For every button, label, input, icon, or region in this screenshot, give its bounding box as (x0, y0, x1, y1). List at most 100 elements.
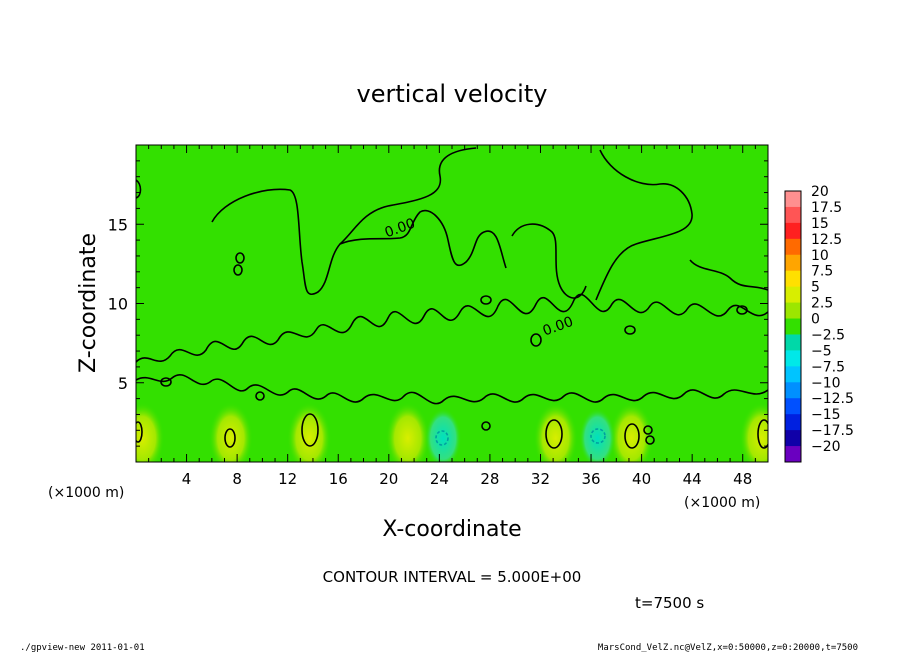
x-tick-label: 32 (531, 470, 550, 488)
x-tick-label: 8 (232, 470, 242, 488)
x-tick-label: 12 (278, 470, 297, 488)
z-unit-note: (×1000 m) (48, 485, 124, 501)
x-tick-label: 24 (430, 470, 449, 488)
updraft-core (136, 402, 165, 462)
contour-line-upper-2 (339, 209, 507, 269)
x-axis: 4 8 12 16 20 24 28 32 36 40 44 48 (148, 145, 756, 488)
small-loop (645, 435, 655, 445)
colorbar-swatch (785, 446, 801, 463)
colorbar-swatch (785, 222, 801, 240)
colorbar-swatch (785, 334, 801, 351)
colorbar-swatch (785, 286, 801, 304)
colorbar-swatch (785, 270, 801, 288)
small-loop (160, 377, 172, 387)
core-ring (136, 421, 143, 443)
contour-line-upper-1 (211, 147, 477, 295)
x-tick-label: 44 (683, 470, 702, 488)
colorbar-swatch (785, 302, 801, 320)
colorbar-swatch (785, 382, 801, 399)
small-loop (481, 421, 491, 431)
contour-line-upper-3 (511, 223, 587, 299)
contour-line-mid (136, 293, 768, 363)
colorbar-label: 10 (811, 248, 829, 264)
small-loop (255, 391, 265, 401)
colorbar-frame (784, 190, 802, 463)
core-ring (224, 428, 236, 448)
contour-line-edge (136, 179, 142, 199)
x-tick-label: 20 (379, 470, 398, 488)
x-tick-label: 4 (182, 470, 192, 488)
updraft-core (609, 402, 654, 462)
colorbar-label: −17.5 (811, 423, 854, 439)
contour-line-upper-5 (689, 259, 768, 291)
downdraft-core (579, 408, 616, 462)
contour-lines (136, 147, 768, 449)
downdraft-core (425, 408, 462, 462)
contour-line-upper-4 (595, 149, 693, 301)
contour-line-low (136, 374, 768, 405)
downdraft-ring (435, 430, 449, 446)
colorbar-label: −12.5 (811, 391, 854, 407)
colorbar-swatch (785, 206, 801, 224)
colorbar-label: −10 (811, 375, 841, 391)
small-loop (624, 325, 636, 335)
updraft-core (385, 402, 430, 462)
colorbar-label: 5 (811, 280, 820, 296)
x-tick-label: 36 (581, 470, 600, 488)
z-axis: 5 10 15 (108, 160, 768, 447)
small-loop (643, 425, 653, 435)
colorbar-swatch (785, 366, 801, 383)
small-loop (480, 295, 492, 305)
time-label: t=7500 s (635, 594, 704, 612)
z-tick-label: 5 (118, 374, 128, 393)
colorbar-swatch (785, 191, 801, 208)
updraft-core (287, 402, 332, 462)
colorbar-label: 17.5 (811, 200, 842, 216)
colorbar-swatch (785, 318, 801, 335)
x-tick-label: 48 (733, 470, 752, 488)
colorbar-swatch (785, 430, 801, 447)
x-tick-label: 16 (329, 470, 348, 488)
updraft-core (739, 402, 768, 462)
colorbar-label: −20 (811, 439, 841, 455)
colorbar-label: 15 (811, 216, 829, 232)
colorbar-label: 0 (811, 312, 820, 328)
y-axis-label: Z-coordinate (76, 233, 101, 373)
x-unit-note: (×1000 m) (684, 495, 760, 511)
downdraft-ring (590, 428, 606, 444)
footer-right: MarsCond_VelZ.nc@VelZ,x=0:50000,z=0:2000… (598, 643, 858, 653)
colorbar-swatch (785, 398, 801, 415)
colorbar-swatch (785, 350, 801, 367)
core-ring (624, 423, 640, 449)
core-ring (545, 419, 563, 449)
small-loop (233, 264, 243, 276)
x-tick-label: 40 (632, 470, 651, 488)
small-loop (530, 333, 542, 347)
z-tick-label: 15 (108, 215, 128, 234)
colorbar-label: −5 (811, 343, 832, 359)
colorbar-label: −7.5 (811, 359, 845, 375)
colorbar-label: 20 (811, 184, 829, 200)
small-loop (736, 305, 748, 315)
plot-area: 0.000.00 (135, 144, 769, 463)
x-tick-label: 28 (480, 470, 499, 488)
small-loop (235, 252, 245, 264)
chart-title: vertical velocity (357, 80, 548, 108)
contour-interval: CONTOUR INTERVAL = 5.000E+00 (323, 568, 582, 586)
colorbar-label: 7.5 (811, 264, 833, 280)
colorbar-label: −15 (811, 407, 841, 423)
core-ring (757, 419, 768, 449)
colorbar-label: 2.5 (811, 296, 833, 312)
z-tick-label: 10 (108, 295, 128, 314)
colorbar: 2017.51512.5107.552.50−2.5−5−7.5−10−12.5… (784, 184, 854, 463)
updraft-core (208, 402, 253, 462)
core-ring (301, 413, 319, 447)
core-layer (136, 402, 768, 462)
updraft-core (533, 402, 578, 462)
colorbar-swatch (785, 254, 801, 272)
colorbar-swatch (785, 414, 801, 431)
colorbar-swatch (785, 238, 801, 256)
colorbar-label: −2.5 (811, 327, 845, 343)
x-axis-label: X-coordinate (382, 517, 521, 542)
